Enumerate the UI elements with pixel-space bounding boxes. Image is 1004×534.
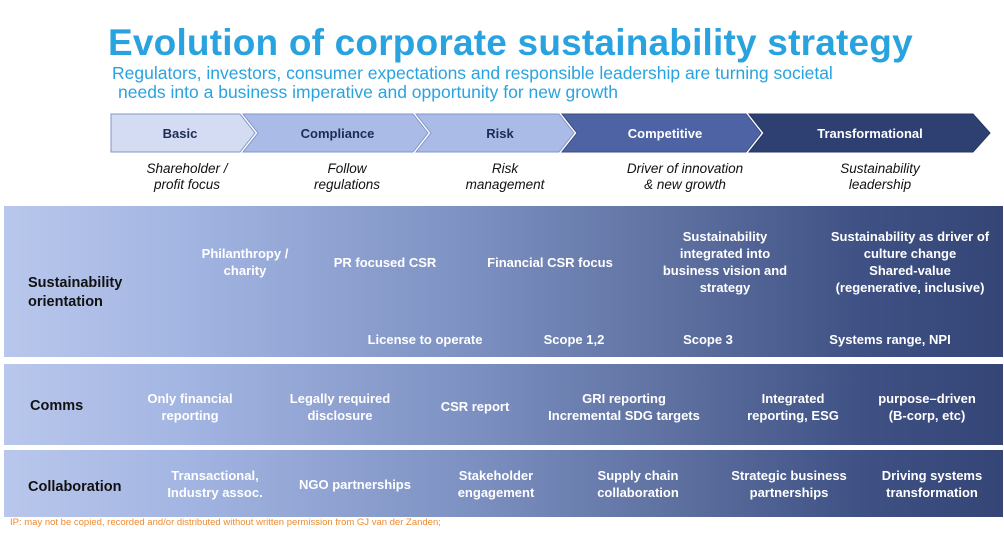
page-subtitle: Regulators, investors, consumer expectat… (112, 64, 952, 102)
band-collaboration (4, 450, 1003, 517)
band-sustainability-orientation (4, 206, 1003, 357)
cell-stakeholder-engagement: Stakeholder engagement (457, 468, 535, 500)
stage-label-transformational: Transformational (817, 126, 923, 141)
chevron-basic (110, 113, 256, 153)
row-label-sustainability-orientation: Sustainability orientation (28, 275, 123, 310)
stage-label-compliance: Compliance (300, 126, 375, 141)
stage-desc-compliance: Follow regulations (313, 161, 381, 192)
cell-philanthropy-charity: Philanthropy / charity (201, 246, 289, 278)
chevron-compliance (241, 113, 429, 153)
stage-desc-competitive: Driver of innovation & new growth (626, 161, 744, 192)
stage-label-basic: Basic (162, 126, 198, 141)
cell-transactional-industry-assoc: Transactional, Industry assoc. (167, 468, 263, 500)
cell-license-to-operate: License to operate (367, 332, 483, 347)
stage-desc-transformational: Sustainability leadership (840, 161, 920, 192)
cell-scope-3: Scope 3 (683, 332, 733, 347)
cell-pr-focused-csr: PR focused CSR (333, 255, 437, 270)
chevron-transformational (747, 113, 991, 153)
cell-driving-systems-transformation: Driving systems transformation (881, 468, 983, 500)
cell-ngo-partnerships: NGO partnerships (299, 477, 411, 492)
cell-integrated-reporting-esg: Integrated reporting, ESG (747, 391, 839, 423)
cell-supply-chain-collaboration: Supply chain collaboration (597, 468, 679, 500)
cell-gri-reporting: GRI reporting Incremental SDG targets (548, 391, 700, 423)
cell-only-financial-reporting: Only financial reporting (147, 391, 233, 423)
stage-label-competitive: Competitive (627, 126, 703, 141)
chevron-competitive (560, 113, 762, 153)
stage-desc-risk: Risk management (465, 161, 545, 192)
stage-chevrons (110, 113, 991, 153)
page-title: Evolution of corporate sustainability st… (108, 22, 913, 63)
cell-financial-csr-focus: Financial CSR focus (487, 255, 613, 270)
chevron-risk (414, 113, 575, 153)
row-label-collaboration: Collaboration (28, 479, 122, 495)
band-comms (4, 364, 1003, 445)
stage-desc-basic: Shareholder / profit focus (146, 161, 228, 192)
cell-legally-required-disclosure: Legally required disclosure (289, 391, 391, 423)
copyright-notice: IP: may not be copied, recorded and/or d… (10, 517, 441, 528)
cell-sustainability-driver-culture: Sustainability as driver of culture chang… (830, 229, 990, 295)
stage-label-risk: Risk (486, 126, 514, 141)
row-label-comms: Comms (30, 398, 84, 414)
subtitle-line-2: needs into a business imperative and opp… (118, 82, 619, 102)
cell-csr-report: CSR report (440, 399, 510, 414)
cell-systems-range-npi: Systems range, NPI (829, 332, 951, 347)
cell-purpose-driven: purpose–driven (B-corp, etc) (878, 391, 976, 423)
subtitle-line-1: Regulators, investors, consumer expectat… (112, 63, 833, 83)
cell-sustainability-integrated: Sustainability integrated into business vi… (662, 229, 788, 295)
cell-strategic-business-partnerships: Strategic business partnerships (731, 468, 847, 500)
cell-scope-1-2: Scope 1,2 (543, 332, 605, 347)
